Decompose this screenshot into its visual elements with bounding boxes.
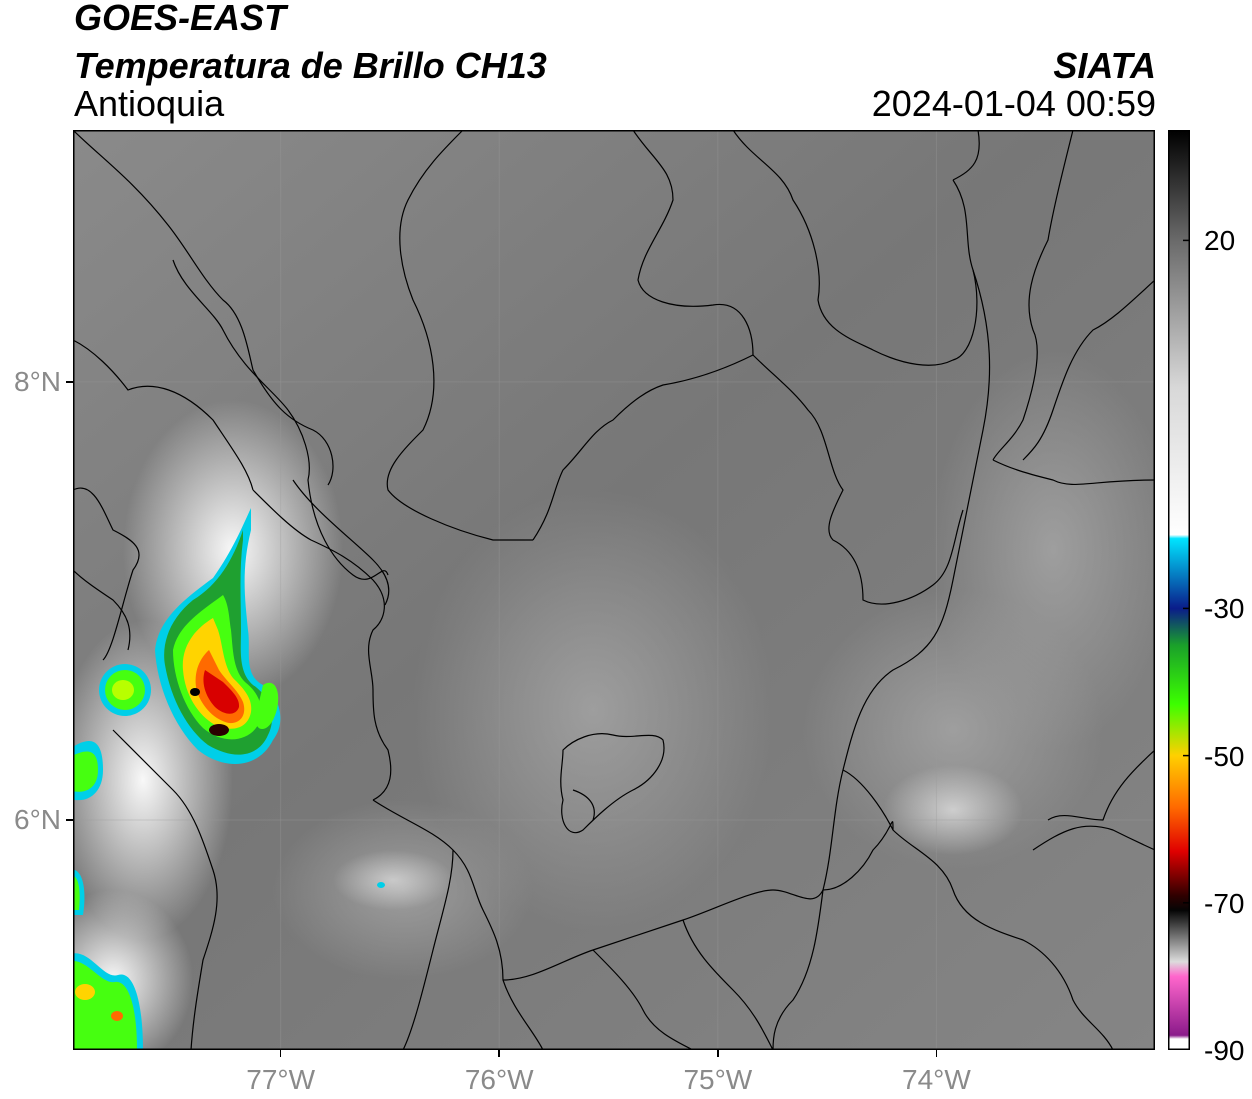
admin-borders — [73, 130, 1155, 1050]
storm-speck — [377, 882, 385, 888]
colorbar — [1168, 130, 1190, 1050]
longitude-tick — [717, 1050, 719, 1057]
storm-cell-edge — [73, 869, 85, 915]
map-grid — [73, 130, 1155, 1050]
latitude-tick — [66, 819, 73, 821]
colorbar-tick-label: -70 — [1204, 887, 1245, 919]
organization-label: SIATA — [1053, 45, 1156, 86]
cloud-texture — [73, 350, 1155, 1050]
longitude-tick-label: 74°W — [902, 1064, 971, 1095]
colorbar-tick-label: -50 — [1204, 740, 1245, 772]
longitude-tick — [279, 1050, 282, 1057]
satellite-title: GOES-EAST — [74, 0, 287, 38]
storm-cell-west — [99, 664, 151, 716]
product-title: Temperatura de Brillo CH13 — [74, 45, 547, 86]
colorbar-tick-label: 20 — [1204, 225, 1236, 257]
satellite-map — [73, 130, 1155, 1050]
region-label: Antioquia — [74, 83, 225, 124]
colorbar-tick-label: -90 — [1204, 1035, 1245, 1066]
colorbar-fill — [1168, 130, 1190, 1050]
latitude-tick-label: 6°N — [14, 804, 61, 835]
latitude-tick — [66, 381, 73, 383]
longitude-tick — [498, 1050, 500, 1057]
longitude-tick-label: 75°W — [683, 1064, 753, 1095]
storm-cell-southwest — [73, 741, 103, 801]
map-frame — [73, 130, 1155, 1050]
colorbar-frame — [1168, 130, 1190, 1050]
timestamp-label: 2024-01-04 00:59 — [871, 83, 1156, 124]
longitude-tick — [935, 1050, 938, 1057]
storm-cell-south — [73, 953, 143, 1050]
longitude-tick-label: 76°W — [464, 1064, 534, 1095]
longitude-tick-label: 77°W — [246, 1064, 316, 1095]
latitude-tick-label: 8°N — [14, 365, 61, 397]
storm-cell-main — [155, 508, 281, 764]
colorbar-tick-label: -30 — [1204, 593, 1245, 625]
